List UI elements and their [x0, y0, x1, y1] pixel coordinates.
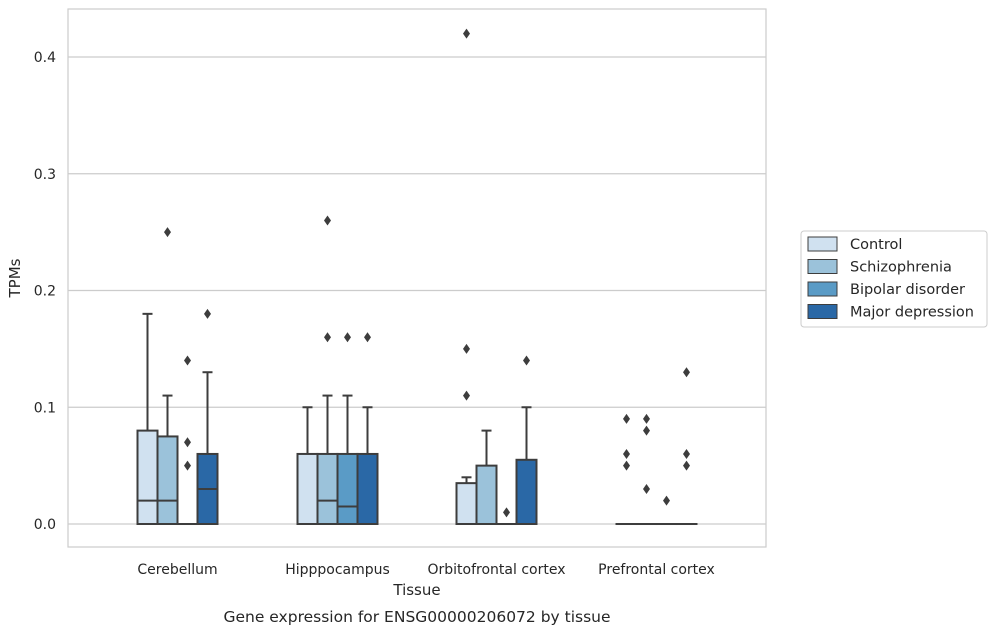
plot-area-frame [67, 8, 767, 548]
box-body [336, 452, 359, 526]
outlier-point [463, 28, 470, 39]
box [356, 332, 379, 526]
outlier-point [643, 425, 650, 436]
outlier-point [344, 332, 351, 343]
box-series [136, 28, 698, 526]
legend-label: Major depression [850, 305, 974, 321]
box [615, 413, 638, 526]
box [336, 332, 359, 526]
outlier-point [523, 355, 530, 366]
outlier-point [463, 390, 470, 401]
legend-swatch [807, 236, 838, 252]
legend-frame [800, 230, 988, 328]
y-tick-label: 0.4 [34, 50, 56, 66]
outlier-point [643, 483, 650, 494]
legend-swatch [807, 259, 838, 274]
x-tick-label: Prefrontal cortex [598, 562, 715, 578]
box-body [296, 452, 319, 526]
box [635, 413, 658, 526]
outlier-point [623, 460, 630, 471]
box-body [356, 452, 379, 526]
box [316, 215, 339, 526]
box [475, 429, 498, 525]
outlier-point [623, 448, 630, 459]
outlier-point [164, 227, 171, 238]
outlier-point [683, 448, 690, 459]
outlier-point [463, 343, 470, 354]
y-axis-ticks: 0.0 0.1 0.2 0.3 0.4 [34, 50, 56, 533]
legend-label: Bipolar disorder [850, 282, 965, 298]
box-body [156, 435, 179, 525]
y-tick-label: 0.1 [34, 400, 56, 416]
box [176, 355, 199, 526]
x-tick-label: Orbitofrontal cortex [428, 562, 566, 578]
outlier-point [503, 507, 510, 518]
outlier-point [324, 332, 331, 343]
outlier-point [623, 413, 630, 424]
legend: Control Schizophrenia Bipolar disorder Majo… [800, 230, 988, 328]
box [515, 355, 538, 526]
legend-label: Control [850, 237, 902, 253]
x-tick-label: Hipppocampus [285, 562, 390, 578]
box [655, 495, 678, 526]
box [296, 406, 319, 526]
outlier-point [683, 460, 690, 471]
outlier-point [184, 437, 191, 448]
box [136, 312, 159, 526]
y-tick-label: 0.2 [34, 284, 56, 300]
box-body [136, 429, 159, 526]
outlier-point [184, 355, 191, 366]
y-axis-label: TPMs [6, 258, 24, 298]
x-tick-label: Cerebellum [137, 562, 217, 578]
box-body [515, 458, 538, 526]
box [675, 367, 698, 526]
outlier-point [204, 308, 211, 319]
outlier-point [683, 367, 690, 378]
box [495, 507, 518, 526]
box [455, 28, 478, 526]
box-body [475, 464, 498, 525]
legend-swatch [807, 281, 838, 297]
outlier-point [643, 413, 650, 424]
box-body [455, 482, 478, 526]
box [156, 227, 179, 525]
outlier-point [663, 495, 670, 506]
outlier-point [364, 332, 371, 343]
y-tick-label: 0.3 [34, 167, 56, 183]
box [196, 308, 219, 526]
y-tick-label: 0.0 [34, 517, 56, 533]
box-body [316, 452, 339, 526]
legend-swatch [807, 304, 838, 319]
outlier-point [184, 460, 191, 471]
chart-caption: Gene expression for ENSG00000206072 by t… [223, 608, 610, 626]
x-axis-label: Tissue [392, 581, 440, 599]
outlier-point [324, 215, 331, 226]
legend-label: Schizophrenia [850, 260, 952, 276]
x-axis-ticks: Cerebellum Hipppocampus Orbitofrontal cort… [137, 562, 714, 578]
